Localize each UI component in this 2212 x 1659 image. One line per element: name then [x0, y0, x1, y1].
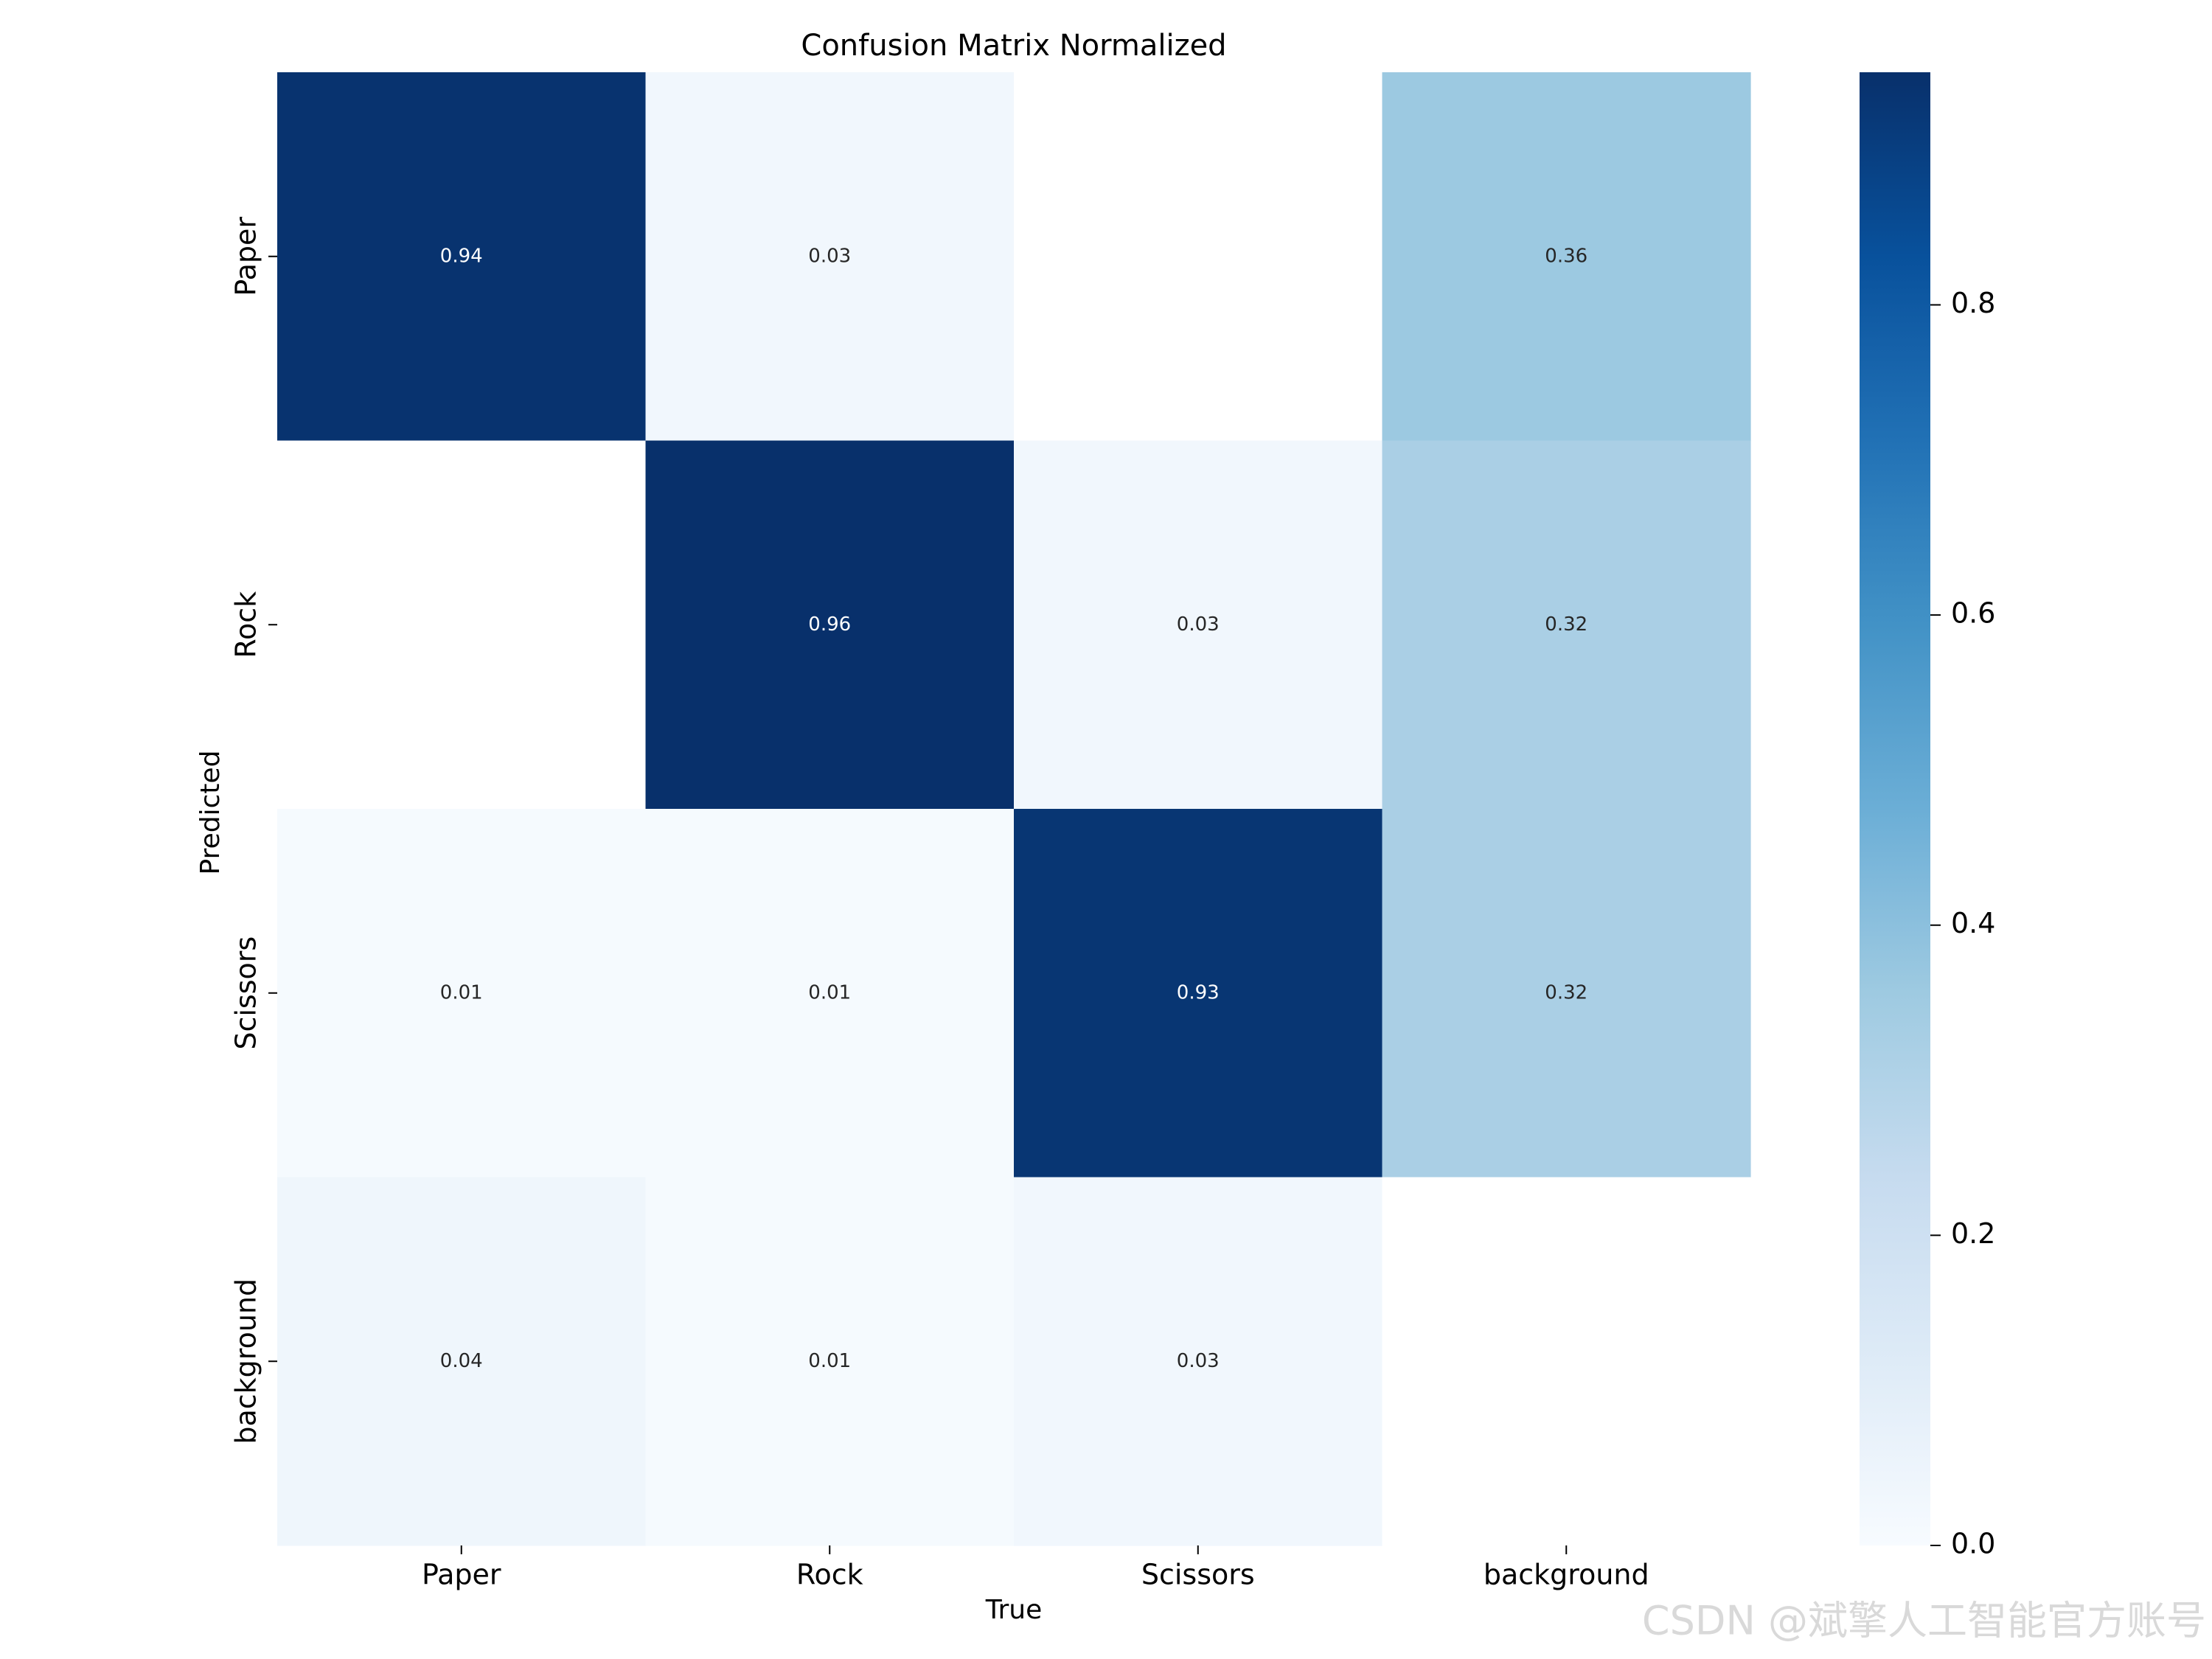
y-axis-label: Predicted	[195, 751, 226, 875]
heatmap-cell-Rock-Paper	[277, 440, 647, 810]
heatmap-cell-Paper-Rock	[645, 72, 1015, 442]
cell-annotation: 0.93	[1177, 981, 1220, 1004]
heatmap-cell-Paper-Scissors	[1014, 72, 1383, 442]
x-axis-label: True	[985, 1595, 1042, 1625]
colorbar-tick-label: 0.4	[1951, 907, 1995, 939]
cell-annotation: 0.03	[808, 245, 851, 267]
y-tick-label: Scissors	[230, 936, 262, 1050]
heatmap-cell-Rock-Scissors	[1014, 440, 1383, 810]
cell-annotation: 0.01	[440, 981, 483, 1004]
y-tick-label: Rock	[230, 591, 262, 658]
y-tick-label: Paper	[230, 217, 262, 296]
cell-annotation: 0.01	[808, 981, 851, 1004]
colorbar: 0.0 0.2 0.4 0.6 0.8	[1860, 72, 1995, 1560]
cell-annotation: 0.36	[1545, 245, 1587, 267]
heatmap-cell-background-Scissors	[1014, 1177, 1383, 1546]
x-tick-label: Rock	[796, 1559, 863, 1591]
heatmap-cell-background-background	[1382, 1177, 1751, 1546]
heatmap-cell-Rock-background	[1382, 440, 1751, 810]
x-tick-label: Scissors	[1141, 1559, 1255, 1591]
x-axis: Paper Rock Scissors background	[422, 1545, 1649, 1591]
y-tick-label: background	[230, 1279, 262, 1444]
cell-annotations: 0.94 0.03 0.36 0.96 0.03 0.32 0.01 0.01 0.93 0.32…	[440, 245, 1587, 1372]
cell-annotation: 0.04	[440, 1350, 483, 1372]
x-tick-label: background	[1484, 1559, 1649, 1591]
colorbar-tick-label: 0.0	[1951, 1528, 1995, 1560]
heatmap-cell-Paper-background	[1382, 72, 1751, 442]
heatmap-cell-Paper-Paper	[277, 72, 647, 442]
colorbar-tick-label: 0.8	[1951, 287, 1995, 319]
cell-annotation: 0.94	[440, 245, 483, 267]
y-axis: Paper Rock Scissors background	[230, 217, 277, 1444]
heatmap-cells	[277, 72, 1751, 1546]
chart-title: Confusion Matrix Normalized	[801, 29, 1226, 63]
heatmap-cell-Scissors-Rock	[645, 809, 1015, 1178]
heatmap-cell-Scissors-Paper	[277, 809, 647, 1178]
heatmap-cell-Scissors-background	[1382, 809, 1751, 1178]
heatmap-cell-Scissors-Scissors	[1014, 809, 1383, 1178]
cell-annotation: 0.96	[808, 613, 851, 636]
colorbar-tick-label: 0.2	[1951, 1217, 1995, 1250]
colorbar-tick-label: 0.6	[1951, 597, 1995, 630]
cell-annotation: 0.03	[1177, 613, 1220, 636]
watermark: CSDN @斌擎人工智能官方账号	[1642, 1598, 2206, 1644]
heatmap-cell-background-Rock	[645, 1177, 1015, 1546]
colorbar-gradient	[1860, 72, 1930, 1545]
heatmap-cell-Rock-Rock	[645, 440, 1015, 810]
cell-annotation: 0.01	[808, 1350, 851, 1372]
heatmap-cell-background-Paper	[277, 1177, 647, 1546]
cell-annotation: 0.32	[1545, 981, 1587, 1004]
cell-annotation: 0.03	[1177, 1350, 1220, 1372]
cell-annotation: 0.32	[1545, 613, 1587, 636]
x-tick-label: Paper	[422, 1559, 501, 1591]
